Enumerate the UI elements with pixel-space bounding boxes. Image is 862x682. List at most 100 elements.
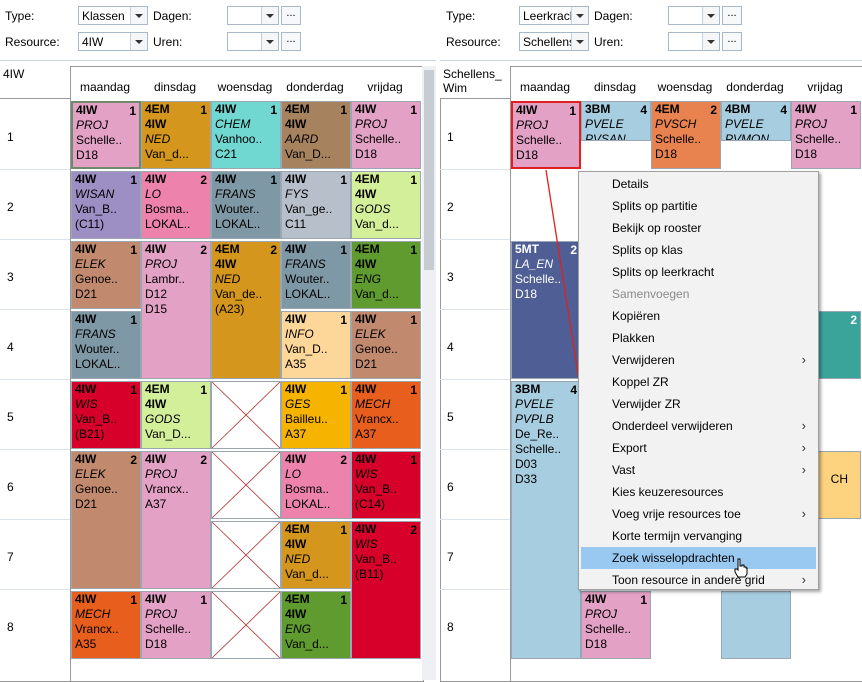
- lesson-cell[interactable]: 4EM 1 4IW ENG Van_d...: [351, 241, 421, 309]
- menu-item-kopi-ren[interactable]: Kopiëren: [581, 305, 816, 327]
- cell-class: 4BM: [725, 102, 751, 116]
- lesson-cell[interactable]: 4IW 1 WIS Van_B.. (C14): [351, 451, 421, 519]
- resource-select-right[interactable]: Schellens_: [519, 32, 589, 51]
- cell-count: 1: [130, 243, 137, 257]
- cell-line: D18: [515, 287, 538, 301]
- lesson-cell[interactable]: 4IW 1 FRANS Wouter.. LOKAL..: [71, 311, 141, 379]
- menu-item-label: Splits op partitie: [612, 199, 698, 213]
- chevron-down-icon[interactable]: [702, 7, 719, 24]
- lesson-cell[interactable]: 3BM 4 PVELE PVPLB De_Re.. Schelle.. D03 D33: [511, 381, 581, 659]
- menu-item-splits-op-klas[interactable]: Splits op klas: [581, 239, 816, 261]
- lesson-cell[interactable]: 4IW 1 FRANS Wouter.. LOKAL..: [281, 241, 351, 309]
- lesson-cell[interactable]: 4EM 1 4IW NED Van_d...: [141, 101, 211, 169]
- lesson-cell[interactable]: 4IW 1 PROJ Schelle.. D18: [351, 101, 421, 169]
- chevron-down-icon[interactable]: [261, 7, 278, 24]
- cell-line: A35: [75, 637, 97, 651]
- lesson-cell[interactable]: 4IW 2 LO Bosma.. LOKAL..: [281, 451, 351, 519]
- lesson-cell[interactable]: [721, 591, 791, 659]
- lesson-cell[interactable]: 4EM 1 4IW NED Van_d...: [281, 521, 351, 589]
- lesson-cell[interactable]: 4IW 1 FRANS Wouter.. LOKAL..: [211, 171, 281, 239]
- cell-line: Vrancx..: [75, 622, 119, 636]
- lesson-cell[interactable]: 4IW 1 ELEK Genoe.. D21: [71, 241, 141, 309]
- lesson-cell[interactable]: 4IW 1 PROJ Schelle.. D18: [791, 101, 861, 169]
- dagen-dots-button-right[interactable]: ...: [722, 6, 742, 25]
- uren-dots-button[interactable]: ...: [281, 32, 301, 51]
- lesson-cell[interactable]: 4IW 1 MECH Vrancx.. A35: [71, 591, 141, 659]
- lesson-cell[interactable]: 4IW 1 ELEK Genoe.. D21: [351, 311, 421, 379]
- cell-count: 1: [270, 103, 277, 117]
- type-select-right[interactable]: Leerkracht: [519, 6, 589, 25]
- lesson-cell[interactable]: 4EM 1 4IW GODS Van_D...: [141, 381, 211, 449]
- chevron-down-icon[interactable]: [702, 33, 719, 50]
- uren-select[interactable]: [227, 32, 279, 51]
- cell-line: Bosma..: [145, 202, 190, 216]
- lesson-cell[interactable]: 4IW 2 WIS Van_B.. (B11): [351, 521, 421, 659]
- lesson-cell[interactable]: 4IW 1 MECH Vrancx.. A37: [351, 381, 421, 449]
- scrollbar[interactable]: [422, 66, 436, 680]
- resource-select[interactable]: 4IW: [78, 32, 148, 51]
- lesson-cell[interactable]: 4IW 1 GES Bailleu.. A37: [281, 381, 351, 449]
- lesson-cell[interactable]: 4BM4PVELEPVMONPut_Jan: [721, 101, 791, 141]
- lesson-cell[interactable]: 4IW 2 PROJ Vrancx.. A37: [141, 451, 211, 589]
- chevron-down-icon[interactable]: [261, 33, 278, 50]
- lesson-cell[interactable]: 4IW 1 PROJ Schelle.. D18: [141, 591, 211, 659]
- lesson-cell[interactable]: 4IW 1 FYS Van_ge.. C11: [281, 171, 351, 239]
- uren-dots-button-right[interactable]: ...: [722, 32, 742, 51]
- menu-item-verwijderen[interactable]: Verwijderen ›: [581, 349, 816, 371]
- selected-lesson-cell[interactable]: 4IW 1 PROJ Schelle.. D18: [511, 101, 581, 169]
- lesson-cell[interactable]: 4IW 2 LO Bosma.. LOKAL..: [141, 171, 211, 239]
- row-divider: [0, 239, 70, 240]
- lesson-cell[interactable]: 4EM 1 4IW AARD Van_D...: [281, 101, 351, 169]
- lesson-cell[interactable]: 4IW 1 WISAN Van_B.. (C11): [71, 171, 141, 239]
- menu-item-onderdeel-verwijderen[interactable]: Onderdeel verwijderen ›: [581, 415, 816, 437]
- chevron-down-icon[interactable]: [130, 7, 147, 24]
- scrollbar-thumb[interactable]: [424, 70, 434, 270]
- menu-item-splits-op-partitie[interactable]: Splits op partitie: [581, 195, 816, 217]
- lesson-cell[interactable]: 4EM 2 PVSCH Schelle.. D18: [651, 101, 721, 169]
- menu-item-zoek-wisselopdrachten[interactable]: Zoek wisselopdrachten: [581, 547, 816, 569]
- menu-item-export[interactable]: Export ›: [581, 437, 816, 459]
- cell-count: 2: [200, 243, 207, 257]
- type-select[interactable]: Klassen: [78, 6, 148, 25]
- uren-select-right[interactable]: [668, 32, 720, 51]
- row-divider: [0, 169, 70, 170]
- menu-item-korte-termijn-vervanging[interactable]: Korte termijn vervanging: [581, 525, 816, 547]
- lesson-cell[interactable]: 4IW 1 WIS Van_B.. (B21): [71, 381, 141, 449]
- menu-item-koppel-zr[interactable]: Koppel ZR: [581, 371, 816, 393]
- menu-item-vast[interactable]: Vast ›: [581, 459, 816, 481]
- menu-item-voeg-vrije-resources-toe[interactable]: Voeg vrije resources toe ›: [581, 503, 816, 525]
- cell-line: INFO: [285, 327, 314, 341]
- lesson-cell[interactable]: 4IW 1 PROJ Schelle.. D18: [71, 101, 141, 169]
- lesson-cell[interactable]: 4EM 1 4IW GODS Van_d...: [351, 171, 421, 239]
- cell-line: D18: [355, 147, 378, 161]
- menu-item-details[interactable]: Details: [581, 173, 816, 195]
- menu-item-toon-resource-in-andere-grid[interactable]: Toon resource in andere grid ›: [581, 569, 816, 591]
- menu-item-bekijk-op-rooster[interactable]: Bekijk op rooster: [581, 217, 816, 239]
- menu-item-plakken[interactable]: Plakken: [581, 327, 816, 349]
- menu-item-kies-keuzeresources[interactable]: Kies keuzeresources: [581, 481, 816, 503]
- lesson-cell[interactable]: 4IW 1 PROJ Schelle.. D18: [581, 591, 651, 659]
- lesson-cell[interactable]: 4EM 1 4IW ENG Van_d...: [281, 591, 351, 659]
- lesson-cell[interactable]: 4EM 2 4IW NED Van_de.. (A23): [211, 241, 281, 379]
- menu-item-verwijder-zr[interactable]: Verwijder ZR: [581, 393, 816, 415]
- cell-count: 2: [200, 453, 207, 467]
- menu-item-splits-op-leerkracht[interactable]: Splits op leerkracht: [581, 261, 816, 283]
- lesson-cell[interactable]: 4IW 2 PROJ Lambr.. D12 D15: [141, 241, 211, 379]
- chevron-down-icon[interactable]: [130, 33, 147, 50]
- lesson-cell[interactable]: 4IW 1 CHEM Vanhoo.. C21: [211, 101, 281, 169]
- lesson-cell[interactable]: 4IW 1 INFO Van_D.. A35: [281, 311, 351, 379]
- chevron-down-icon[interactable]: [571, 33, 588, 50]
- cell-line: (B11): [355, 567, 384, 581]
- cell-class: 4IW: [215, 102, 237, 116]
- cell-line: ELEK: [75, 257, 106, 271]
- cell-count: 1: [130, 383, 137, 397]
- dagen-dots-button[interactable]: ...: [281, 6, 301, 25]
- cell-class: 4EM: [145, 382, 170, 396]
- dagen-select-right[interactable]: [668, 6, 720, 25]
- lesson-cell[interactable]: 3BM4PVELEPVSANPut_Jan: [581, 101, 651, 141]
- cell-count: 2: [850, 313, 857, 327]
- lesson-cell[interactable]: 4IW 2 ELEK Genoe.. D21: [71, 451, 141, 589]
- chevron-down-icon[interactable]: [571, 7, 588, 24]
- dagen-select[interactable]: [227, 6, 279, 25]
- cell-class: 4IW: [75, 242, 97, 256]
